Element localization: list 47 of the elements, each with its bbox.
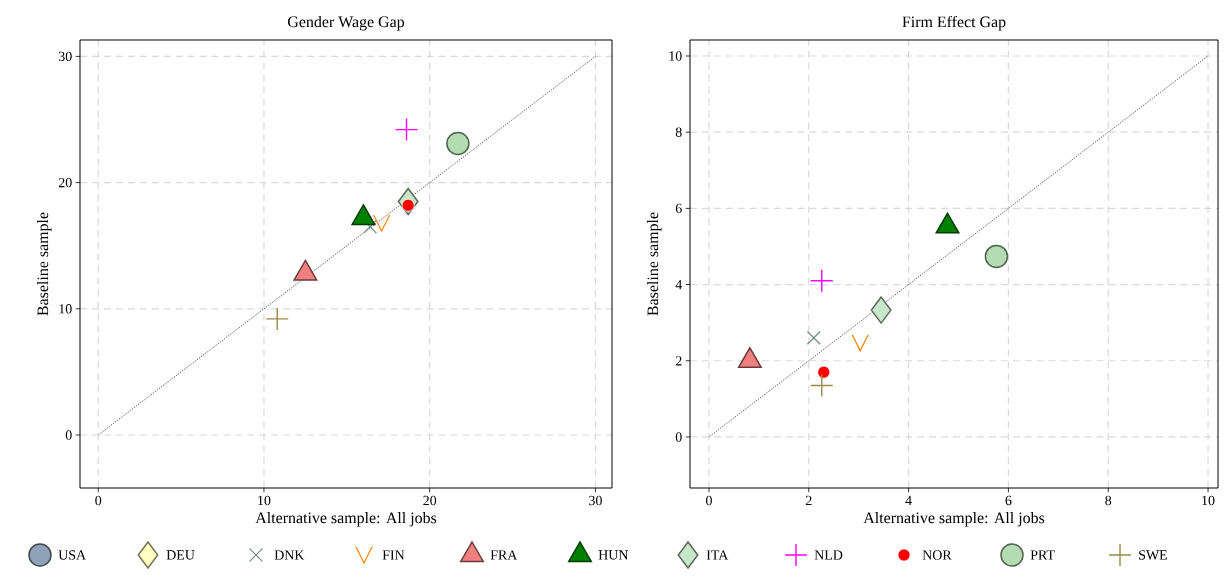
x-tick-label: 10 (258, 495, 271, 506)
y-tick-label: 6 (675, 203, 682, 214)
chart-title: Gender Wage Gap (288, 15, 405, 31)
legend-label: DEU (166, 550, 195, 560)
x-tick-label: 8 (1105, 495, 1112, 506)
x-tick-label: 0 (95, 495, 102, 506)
legend-label: DNK (274, 550, 305, 560)
point (984, 244, 1009, 269)
y-tick-label: 10 (669, 51, 682, 61)
point (373, 214, 391, 232)
legend-label: FRA (490, 550, 518, 560)
legend-label: ITA (706, 550, 729, 560)
y-tick-label: 2 (675, 356, 682, 366)
x-axis-title: Alternative sample: All jobs (255, 512, 437, 527)
legend-label: NLD (814, 550, 843, 560)
legend-label: USA (58, 550, 86, 560)
x-tick-label: 6 (1005, 495, 1012, 506)
point (806, 330, 821, 345)
point (817, 365, 831, 379)
legend-label: HUN (598, 550, 629, 560)
point (363, 219, 377, 234)
x-tick-label: 20 (423, 495, 437, 506)
point (870, 296, 892, 324)
legend-label: NOR (922, 550, 952, 560)
legend-label: FIN (382, 550, 405, 560)
x-tick-label: 4 (905, 495, 912, 505)
x-tick-label: 2 (805, 495, 812, 506)
legend-label: SWE (1139, 550, 1167, 560)
legend-label: PRT (1030, 550, 1055, 560)
point (446, 131, 470, 156)
y-tick-label: 30 (58, 51, 72, 62)
x-tick-label: 0 (706, 495, 712, 506)
y-tick-label: 0 (675, 432, 682, 442)
point (401, 198, 415, 212)
x-axis-title: Alternative sample: All jobs (863, 512, 1045, 527)
y-axis-title: Baseline sample (646, 212, 662, 316)
y-tick-label: 4 (675, 279, 683, 290)
y-tick-label: 8 (675, 127, 682, 137)
x-tick-label: 10 (1202, 495, 1215, 506)
y-tick-label: 10 (59, 304, 72, 314)
x-tick-label: 30 (589, 495, 602, 506)
y-tick-label: 20 (58, 177, 72, 188)
point (266, 307, 289, 330)
y-tick-label: 0 (65, 430, 72, 440)
chart-title: Firm Effect Gap (902, 15, 1006, 31)
y-axis-title: Baseline sample (36, 212, 52, 316)
point (851, 334, 869, 352)
